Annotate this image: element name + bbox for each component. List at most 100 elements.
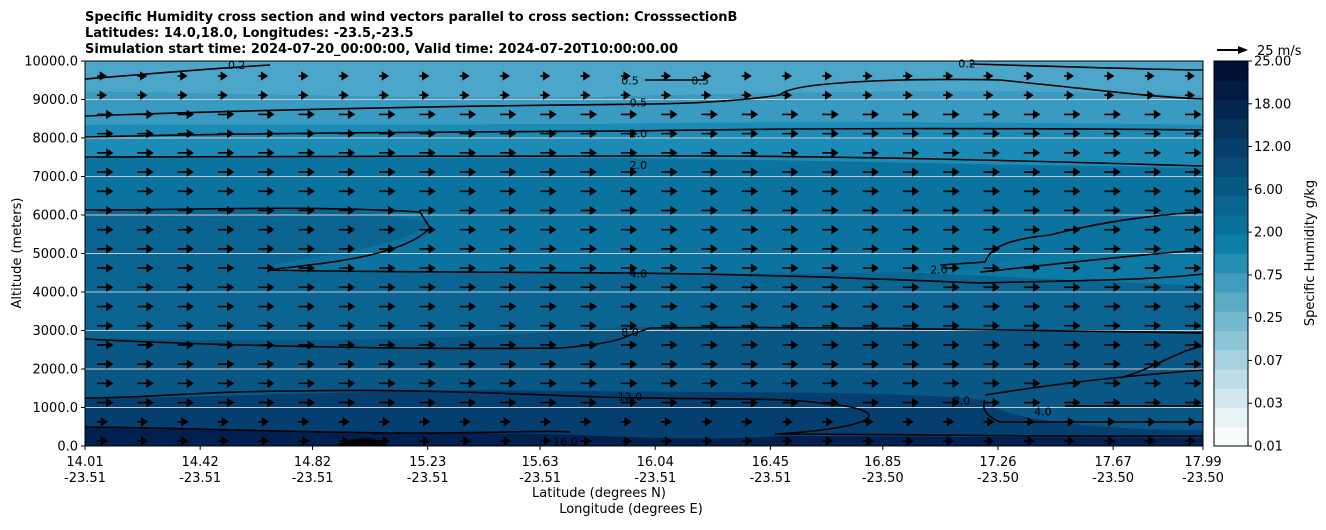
wind-vector bbox=[1185, 167, 1202, 177]
wind-vector bbox=[1023, 301, 1041, 312]
wind-vector bbox=[379, 109, 396, 120]
wind-vector bbox=[258, 397, 275, 408]
wind-vector bbox=[338, 225, 356, 235]
wind-vector bbox=[741, 378, 759, 389]
wind-vector bbox=[97, 417, 108, 427]
wind-vector bbox=[661, 417, 673, 427]
wind-vector bbox=[862, 263, 880, 273]
colorbar-swatch bbox=[1214, 99, 1248, 120]
wind-vector bbox=[902, 90, 913, 100]
colorbar-swatch bbox=[1214, 349, 1248, 370]
wind-vector bbox=[701, 340, 718, 350]
wind-vector bbox=[1144, 109, 1162, 120]
wind-vector bbox=[1185, 321, 1202, 331]
wind-vector bbox=[459, 225, 477, 235]
wind-vector bbox=[943, 186, 960, 196]
wind-vector bbox=[137, 378, 154, 389]
wind-vector bbox=[1023, 340, 1041, 350]
wind-vector bbox=[137, 244, 154, 254]
wind-vector bbox=[97, 378, 114, 389]
wind-vector bbox=[741, 71, 752, 81]
wind-vector bbox=[782, 340, 799, 350]
wind-vector bbox=[661, 359, 678, 369]
wind-vector bbox=[943, 359, 960, 369]
wind-vector bbox=[983, 397, 1000, 408]
x-tick-label-lon: -23.51 bbox=[179, 471, 221, 486]
contour-1.0 bbox=[85, 127, 1203, 138]
colorbar-tick-label: 6.00 bbox=[1254, 183, 1283, 198]
colorbar-swatch bbox=[1214, 253, 1248, 274]
x-tick-label-lon: -23.51 bbox=[292, 471, 334, 486]
wind-vector bbox=[540, 90, 551, 100]
wind-vector bbox=[782, 128, 799, 139]
wind-vector bbox=[137, 186, 154, 196]
wind-vector bbox=[1064, 263, 1081, 273]
wind-vector bbox=[258, 186, 275, 196]
wind-vector bbox=[1144, 263, 1162, 273]
wind-vector bbox=[540, 378, 557, 389]
wind-vector bbox=[1144, 244, 1162, 254]
wind-vector bbox=[459, 378, 477, 389]
wind-vector bbox=[661, 397, 678, 408]
wind-vector bbox=[701, 71, 712, 81]
contour-label: 4.0 bbox=[630, 268, 648, 281]
wind-vector bbox=[1185, 225, 1202, 235]
wind-vector bbox=[1064, 148, 1081, 158]
wind-vector bbox=[822, 205, 839, 216]
wind-vector bbox=[1064, 321, 1081, 331]
y-tick-label: 2000.0 bbox=[33, 363, 79, 378]
wind-vector bbox=[1104, 397, 1121, 408]
wind-vector bbox=[741, 90, 752, 100]
wind-vector bbox=[499, 397, 517, 408]
wind-vector bbox=[862, 282, 880, 292]
wind-vector bbox=[459, 417, 471, 427]
wind-vector bbox=[137, 225, 154, 235]
wind-vector bbox=[580, 301, 597, 312]
x-tick-label-lon: -23.51 bbox=[749, 471, 791, 486]
wind-vector bbox=[701, 436, 713, 446]
wind-vector bbox=[782, 244, 799, 254]
wind-vector bbox=[701, 301, 718, 312]
wind-vector bbox=[943, 417, 955, 427]
wind-vector bbox=[1023, 397, 1041, 408]
wind-vector bbox=[580, 436, 592, 446]
wind-vector bbox=[661, 436, 673, 446]
wind-vector bbox=[943, 378, 960, 389]
wind-vector bbox=[137, 321, 154, 331]
colorbar-swatch bbox=[1214, 234, 1248, 254]
wind-vector bbox=[298, 71, 309, 81]
wind-vector bbox=[499, 205, 517, 216]
y-tick-label: 7000.0 bbox=[33, 170, 79, 185]
wind-vector bbox=[580, 244, 597, 254]
colorbar-swatch bbox=[1214, 369, 1248, 389]
wind-vector bbox=[902, 244, 920, 254]
wind-vector bbox=[580, 167, 597, 177]
wind-vector bbox=[540, 301, 557, 312]
wind-vector bbox=[983, 321, 1000, 331]
wind-vector bbox=[741, 282, 759, 292]
x-tick-label-lon: -23.50 bbox=[862, 471, 904, 486]
wind-vector bbox=[1064, 244, 1081, 254]
wind-vector bbox=[943, 148, 960, 158]
wind-vector bbox=[177, 397, 194, 408]
wind-vector bbox=[1185, 71, 1195, 81]
wind-vector bbox=[1023, 186, 1041, 196]
wind-vector bbox=[419, 397, 436, 408]
contour-label: 0.5 bbox=[691, 74, 709, 87]
wind-vector bbox=[580, 359, 597, 369]
band-moist bbox=[85, 207, 1203, 341]
wind-vector bbox=[459, 282, 477, 292]
wind-vector bbox=[580, 263, 597, 273]
wind-vector bbox=[822, 90, 833, 100]
x-axis-ticks: 14.01-23.5114.42-23.5114.82-23.5115.23-2… bbox=[64, 446, 1224, 486]
wind-vector bbox=[822, 128, 839, 139]
wind-vector bbox=[258, 148, 275, 158]
wind-vector bbox=[661, 71, 672, 81]
wind-vector bbox=[137, 397, 154, 408]
wind-vector bbox=[983, 301, 1000, 312]
wind-vector bbox=[338, 71, 349, 81]
wind-vector bbox=[540, 282, 557, 292]
wind-vector bbox=[1185, 378, 1202, 389]
wind-vector bbox=[741, 148, 759, 158]
wind-vector bbox=[661, 205, 678, 216]
